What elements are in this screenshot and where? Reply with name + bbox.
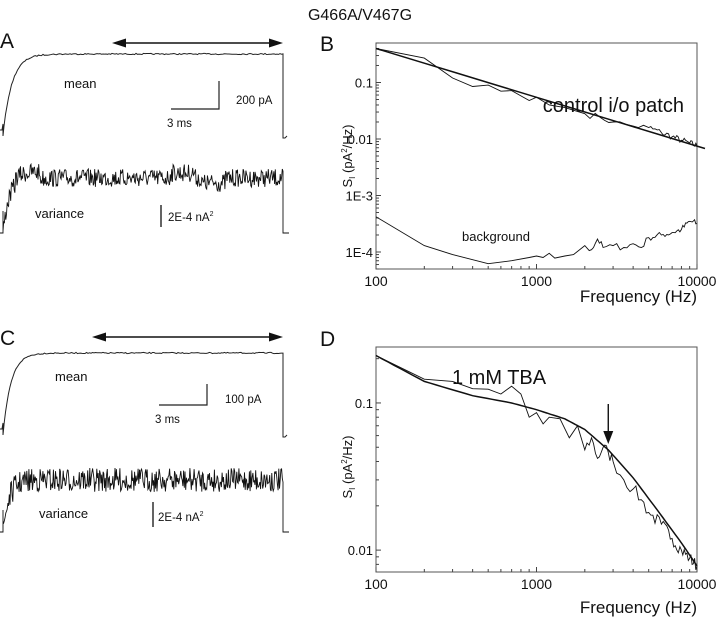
arrow-down-icon bbox=[603, 431, 614, 444]
series-background bbox=[375, 216, 698, 265]
mean-label: mean bbox=[55, 369, 88, 384]
plot-series bbox=[375, 47, 706, 265]
panel-b-plot: 100 1000 10000 1E-4 1E-3 0.01 0.1 control i/o … bbox=[340, 42, 717, 306]
scale-current-label: 100 pA bbox=[225, 394, 262, 406]
x-axis-label: Frequency (Hz) bbox=[580, 287, 697, 306]
plot-series bbox=[375, 354, 698, 570]
plot-annotation: 1 mM TBA bbox=[452, 367, 547, 389]
analysis-window-arrow bbox=[92, 332, 283, 342]
x-tick-label: 100 bbox=[364, 576, 388, 592]
scale-bar bbox=[171, 81, 220, 110]
mean-trace bbox=[0, 52, 288, 139]
x-tick-label: 10000 bbox=[678, 576, 717, 592]
figure-title: G466A/V467G bbox=[308, 7, 412, 24]
scale-time-label: 3 ms bbox=[155, 414, 180, 426]
series-spectrum bbox=[375, 355, 698, 570]
svg-text:SI (pA2/Hz): SI (pA2/Hz) bbox=[340, 435, 357, 498]
analysis-window-arrow bbox=[112, 38, 283, 48]
variance-label: variance bbox=[35, 206, 84, 221]
mean-trace bbox=[0, 351, 288, 438]
scale-bar bbox=[159, 384, 208, 406]
axis-ticks: 100 1000 10000 1E-4 1E-3 0.01 0.1 bbox=[346, 42, 717, 289]
variance-scale-label: 2E-4 nA2 bbox=[158, 511, 204, 524]
y-axis-label: SI (pA2/Hz) bbox=[340, 124, 357, 187]
y-tick-label: 1E-4 bbox=[346, 245, 373, 260]
panel-a: mean 200 pA 3 ms variance 2E-4 nA2 bbox=[0, 38, 289, 234]
arrowhead-left-icon bbox=[92, 332, 106, 342]
y-tick-label: 0.01 bbox=[348, 543, 373, 558]
series-fit-lorentzian-1-f bbox=[375, 354, 698, 567]
svg-text:SI (pA2/Hz): SI (pA2/Hz) bbox=[340, 124, 357, 187]
x-tick-label: 1000 bbox=[521, 576, 552, 592]
x-tick-label: 100 bbox=[364, 273, 388, 289]
variance-trace bbox=[0, 467, 289, 533]
arrowhead-right-icon bbox=[269, 38, 283, 48]
variance-label: variance bbox=[39, 506, 88, 521]
plot-frame bbox=[375, 42, 698, 270]
panel-d-plot: 100 1000 10000 0.01 0.1 1 mM TBA Frequency (… bbox=[340, 346, 717, 617]
y-tick-label: 1E-3 bbox=[346, 188, 373, 203]
scale-time-label: 3 ms bbox=[167, 118, 192, 130]
panel-label-c: C bbox=[0, 327, 15, 350]
axis-ticks: 100 1000 10000 0.01 0.1 bbox=[348, 358, 717, 592]
plot-annotation: control i/o patch bbox=[543, 95, 684, 117]
background-label: background bbox=[462, 229, 530, 244]
y-tick-label: 0.1 bbox=[355, 396, 373, 411]
x-axis-label: Frequency (Hz) bbox=[580, 598, 697, 617]
panel-c: mean 100 pA 3 ms variance 2E-4 nA2 bbox=[0, 332, 289, 533]
panel-label-a: A bbox=[0, 30, 14, 53]
variance-trace bbox=[0, 162, 289, 234]
x-tick-label: 10000 bbox=[678, 273, 717, 289]
y-axis-label: SI (pA2/Hz) bbox=[340, 435, 357, 498]
mean-label: mean bbox=[64, 76, 97, 91]
panel-label-b: B bbox=[320, 33, 334, 56]
scale-current-label: 200 pA bbox=[236, 95, 273, 107]
arrowhead-left-icon bbox=[112, 38, 126, 48]
y-tick-label: 0.1 bbox=[355, 75, 373, 90]
y-tick-label: 0.01 bbox=[348, 132, 373, 147]
arrowhead-right-icon bbox=[269, 332, 283, 342]
variance-scale-label: 2E-4 nA2 bbox=[168, 211, 214, 224]
corner-frequency-arrow bbox=[603, 404, 614, 444]
series-fit-1-f bbox=[375, 47, 706, 150]
x-tick-label: 1000 bbox=[521, 273, 552, 289]
panel-label-d: D bbox=[320, 328, 335, 351]
